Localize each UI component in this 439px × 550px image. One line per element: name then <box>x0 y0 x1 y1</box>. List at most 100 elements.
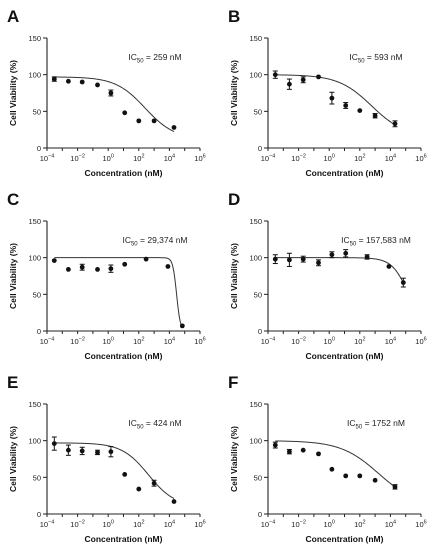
x-tick-exponent: 0 <box>111 337 114 343</box>
data-point <box>300 256 306 262</box>
data-point <box>122 110 128 116</box>
y-tick-label: 100 <box>249 254 262 263</box>
x-tick-base: 10 <box>354 520 362 529</box>
data-point <box>272 442 278 448</box>
y-tick-label: 0 <box>37 144 41 153</box>
fit-curve <box>275 74 396 126</box>
ic50-annotation: IC50 = 424 nM <box>128 418 181 431</box>
x-tick-base: 10 <box>415 154 423 163</box>
x-tick-label: 102 <box>354 520 365 530</box>
ic50-annotation: IC50 = 29,374 nM <box>122 235 187 248</box>
x-tick-label: 100 <box>102 154 113 164</box>
x-tick-label: 10−2 <box>291 520 306 530</box>
y-tick-label: 0 <box>258 144 262 153</box>
x-tick-label: 10−4 <box>261 154 276 164</box>
x-tick-label: 10−4 <box>40 337 55 347</box>
fit-curve <box>54 76 175 132</box>
data-point <box>329 466 335 472</box>
fit-curve <box>275 440 396 488</box>
data-point <box>122 261 128 267</box>
panel-label: B <box>228 7 240 26</box>
ic50-subscript: 50 <box>131 242 138 248</box>
data-point <box>300 77 306 83</box>
x-tick-label: 10−2 <box>291 337 306 347</box>
ic50-annotation: IC50 = 593 nM <box>349 52 402 65</box>
x-tick-label: 106 <box>194 337 205 347</box>
y-tick-label: 0 <box>258 327 262 336</box>
y-tick-label: 0 <box>258 510 262 519</box>
x-tick-exponent: 4 <box>393 520 396 526</box>
data-point <box>316 260 321 266</box>
data-point <box>151 480 157 486</box>
data-point <box>79 79 85 85</box>
x-tick-exponent: −2 <box>300 337 306 343</box>
ic50-value: = 157,583 nM <box>356 235 411 245</box>
x-tick-label: 100 <box>323 520 334 530</box>
ic50-subscript: 50 <box>356 425 363 431</box>
x-tick-exponent: 6 <box>203 154 206 160</box>
x-tick-base: 10 <box>291 154 299 163</box>
x-axis-label: Concentration (nM) <box>306 351 384 361</box>
y-tick-label: 50 <box>33 290 41 299</box>
x-tick-exponent: −2 <box>79 154 85 160</box>
data-point <box>65 447 71 453</box>
data-point <box>357 108 363 113</box>
x-tick-label: 104 <box>164 337 175 347</box>
y-tick-label: 100 <box>28 254 41 263</box>
x-tick-exponent: 0 <box>332 337 335 343</box>
data-point <box>95 82 100 88</box>
x-tick-label: 10−4 <box>261 337 276 347</box>
x-tick-label: 100 <box>102 337 113 347</box>
data-point <box>143 256 149 262</box>
x-tick-exponent: −4 <box>48 337 54 343</box>
data-point <box>372 477 378 483</box>
data-point <box>79 264 85 270</box>
y-tick-label: 100 <box>28 437 41 446</box>
x-tick-label: 102 <box>133 520 144 530</box>
data-point <box>400 280 406 285</box>
data-point <box>392 484 398 490</box>
ic50-prefix: IC <box>349 52 358 62</box>
x-tick-label: 100 <box>323 154 334 164</box>
y-tick-label: 50 <box>254 107 262 116</box>
ic50-subscript: 50 <box>358 59 365 65</box>
x-tick-exponent: 4 <box>393 154 396 160</box>
data-point <box>392 121 398 127</box>
x-tick-base: 10 <box>133 520 141 529</box>
x-tick-base: 10 <box>291 520 299 529</box>
ic50-value: = 1752 nM <box>362 418 405 428</box>
x-tick-base: 10 <box>40 154 48 163</box>
data-point <box>122 472 128 477</box>
y-tick-label: 150 <box>28 34 41 43</box>
y-tick-label: 150 <box>249 217 262 226</box>
x-tick-exponent: 2 <box>362 337 365 343</box>
ic50-value: = 593 nM <box>365 52 403 62</box>
x-tick-label: 10−4 <box>261 520 276 530</box>
y-axis-label: Cell Viability (%) <box>229 426 239 492</box>
data-point <box>108 449 114 455</box>
data-point <box>329 95 335 101</box>
data-point <box>372 113 378 119</box>
x-tick-base: 10 <box>261 337 269 346</box>
x-tick-exponent: −4 <box>269 520 275 526</box>
x-tick-exponent: 6 <box>424 337 427 343</box>
data-point <box>151 118 157 124</box>
x-tick-exponent: 4 <box>172 337 175 343</box>
y-tick-label: 150 <box>249 400 262 409</box>
x-tick-label: 10−2 <box>291 154 306 164</box>
y-axis-label: Cell Viability (%) <box>8 60 18 126</box>
ic50-subscript: 50 <box>137 425 144 431</box>
x-tick-exponent: 0 <box>332 520 335 526</box>
data-point <box>300 447 306 453</box>
x-tick-label: 104 <box>164 520 175 530</box>
data-point <box>286 81 292 87</box>
y-tick-label: 0 <box>37 327 41 336</box>
data-point <box>171 499 177 504</box>
data-point <box>316 74 321 80</box>
x-tick-exponent: −4 <box>269 154 275 160</box>
x-tick-label: 102 <box>133 337 144 347</box>
x-tick-exponent: 6 <box>424 154 427 160</box>
